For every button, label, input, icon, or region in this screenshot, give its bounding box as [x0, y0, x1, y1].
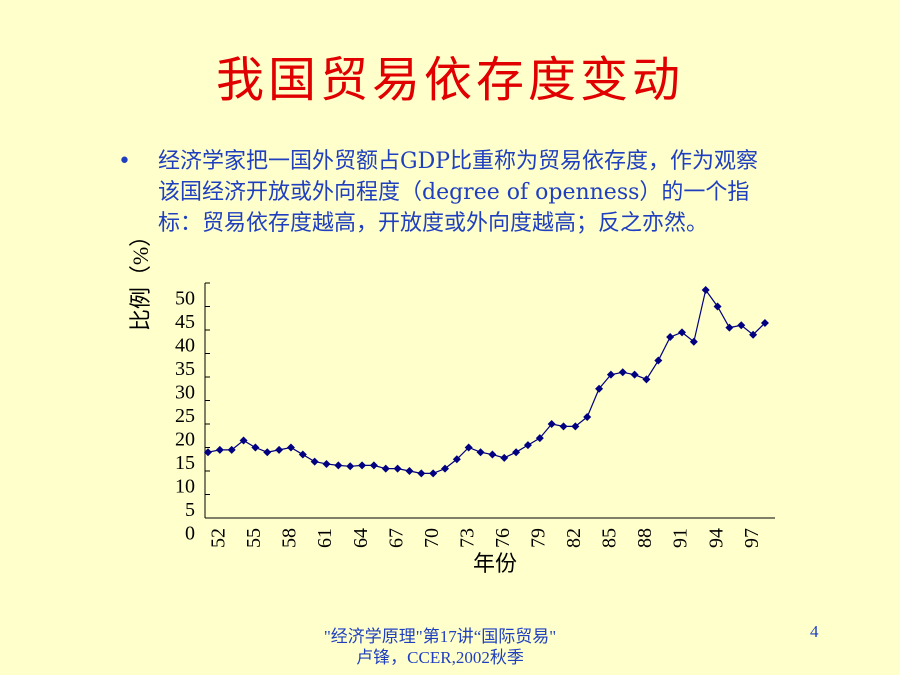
marker: [535, 434, 544, 443]
x-tick-label: 97: [741, 528, 763, 548]
marker: [760, 318, 769, 327]
marker: [298, 450, 307, 459]
marker: [393, 464, 402, 473]
x-tick-label: 76: [492, 528, 514, 548]
marker: [725, 323, 734, 332]
marker: [701, 286, 710, 295]
marker: [571, 422, 580, 431]
marker: [358, 461, 367, 470]
marker: [405, 467, 414, 475]
marker: [666, 333, 675, 342]
marker: [286, 443, 295, 452]
marker: [606, 370, 615, 379]
page-number: 4: [810, 622, 819, 641]
x-tick-label: 91: [670, 528, 692, 548]
marker: [678, 328, 686, 337]
footer-line: 卢锋，CCER,2002秋季: [356, 648, 524, 667]
x-tick-label: 67: [385, 528, 407, 548]
marker: [251, 443, 260, 452]
x-tick-label: 88: [634, 528, 656, 548]
marker: [310, 457, 319, 466]
y-tick-label: 20: [175, 429, 195, 451]
marker: [381, 464, 390, 473]
marker: [618, 368, 627, 377]
bullet-line: 该国经济开放或外向程度（degree of openness）的一个指: [158, 180, 750, 205]
y-axis-label: 比例（%）: [128, 225, 153, 331]
y-tick-label: 5: [185, 499, 195, 521]
marker: [452, 455, 461, 464]
x-tick-label: 58: [279, 528, 301, 548]
marker: [322, 459, 331, 468]
marker: [369, 461, 378, 470]
x-tick-label: 73: [456, 528, 478, 548]
y-tick-label: 45: [175, 311, 195, 333]
y-tick-label: 15: [175, 452, 195, 474]
marker: [595, 384, 604, 393]
x-tick-label: 55: [243, 528, 265, 548]
x-tick-label: 70: [421, 528, 443, 548]
marker: [630, 370, 639, 379]
marker: [263, 448, 272, 457]
marker: [654, 356, 663, 365]
x-tick-label: 94: [705, 528, 727, 548]
marker: [749, 330, 758, 339]
marker: [441, 464, 449, 473]
marker: [559, 422, 568, 431]
marker: [275, 445, 284, 454]
marker: [500, 453, 509, 462]
marker: [346, 462, 355, 471]
y-tick-label: 25: [175, 405, 195, 427]
x-tick-label: 82: [563, 528, 585, 548]
marker: [689, 337, 698, 346]
marker: [215, 445, 224, 454]
marker: [488, 450, 497, 459]
bullet: • 经济学家把一国外贸额占GDP比重称为贸易依存度，作为观察 该国经济开放或外向…: [118, 146, 858, 239]
y-tick-label: 40: [175, 335, 195, 357]
slide-title: 我国贸易依存度变动: [215, 52, 684, 108]
bullet-dot: •: [118, 149, 131, 174]
marker: [713, 302, 722, 311]
x-axis-label: 年份: [473, 551, 517, 576]
bullet-line: 经济学家把一国外贸额占GDP比重称为贸易依存度，作为观察: [158, 149, 759, 174]
marker: [523, 441, 532, 450]
marker: [737, 321, 746, 330]
x-tick-label: 85: [599, 528, 621, 548]
marker: [464, 443, 473, 452]
marker: [417, 469, 426, 478]
x-tick-label: 79: [528, 528, 550, 548]
x-tick-label: 64: [350, 528, 372, 548]
marker: [512, 448, 521, 457]
bullet-line: 标：贸易依存度越高，开放度或外向度越高；反之亦然。: [158, 211, 709, 236]
y-tick-label: 35: [175, 358, 195, 380]
marker: [239, 436, 248, 445]
y-tick-label: 50: [175, 288, 195, 310]
marker: [547, 420, 556, 428]
footer-line: "经济学原理"第17讲“国际贸易": [323, 627, 557, 646]
marker: [429, 469, 438, 478]
marker: [476, 448, 485, 457]
x-tick-label: 52: [208, 528, 230, 548]
x-tick-label: 61: [314, 528, 336, 548]
y-tick-label: 30: [175, 382, 195, 404]
marker: [204, 448, 212, 457]
marker: [227, 445, 236, 454]
y-tick-label: 10: [175, 476, 195, 498]
marker: [334, 461, 343, 470]
marker: [642, 375, 651, 384]
y-tick-label: 0: [185, 523, 195, 545]
marker: [583, 412, 592, 421]
